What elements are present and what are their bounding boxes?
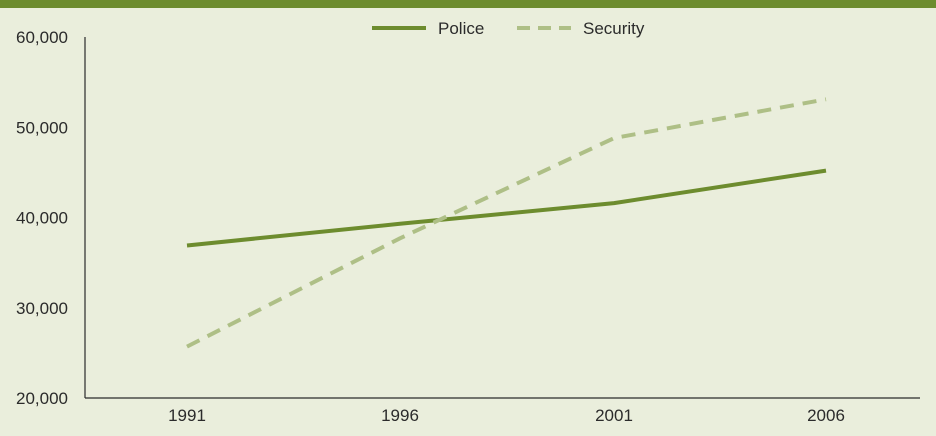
x-tick-label: 2006: [807, 406, 845, 425]
legend-label-police: Police: [438, 19, 484, 38]
series-line-police: [186, 168, 827, 248]
y-tick-label: 30,000: [16, 299, 68, 318]
x-tick-label: 1991: [168, 406, 206, 425]
plot-area: [84, 37, 920, 399]
series-line-security: [186, 97, 827, 349]
x-tick-label: 2001: [595, 406, 633, 425]
x-axis-ticks: 1991 1996 2001 2006: [168, 406, 845, 425]
y-tick-label: 40,000: [16, 209, 68, 228]
y-tick-label: 20,000: [16, 389, 68, 408]
y-axis-ticks: 20,000 30,000 40,000 50,000 60,000: [16, 28, 68, 408]
x-tick-label: 1996: [381, 406, 419, 425]
top-bar: [0, 0, 936, 8]
legend-label-security: Security: [583, 19, 645, 38]
y-tick-label: 50,000: [16, 118, 68, 137]
legend: Police Security: [372, 19, 645, 38]
y-tick-label: 60,000: [16, 28, 68, 47]
series-group: [186, 97, 827, 349]
